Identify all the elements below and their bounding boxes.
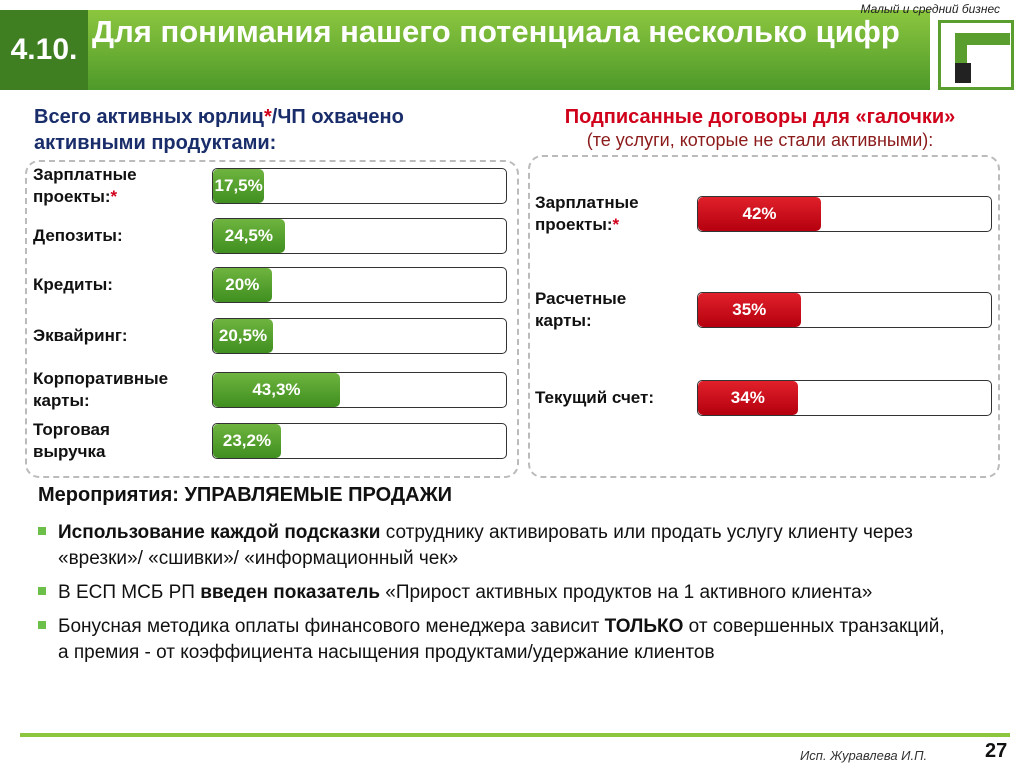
- row-label: Зарплатные проекты:*: [535, 192, 675, 236]
- text: /ЧП охвачено активными продуктами:: [34, 106, 404, 154]
- section-number: 4.10.: [0, 10, 88, 90]
- right-title: Подписанные договоры для «галочки»: [564, 106, 956, 128]
- header-band: [0, 10, 930, 90]
- logo: [938, 20, 1014, 90]
- slide-title: Для понимания нашего потенциала нескольк…: [92, 14, 900, 49]
- bullet-text: введен показатель: [200, 582, 381, 603]
- asterisk: *: [263, 106, 272, 128]
- rule: [20, 733, 1010, 737]
- bar-track: 20,5%: [212, 318, 507, 354]
- bullet-text: Бонусная методика оплаты финансового мен…: [58, 616, 605, 637]
- label-text: Эквайринг:: [33, 326, 128, 345]
- bar-track: 17,5%: [212, 168, 507, 204]
- bar-track: 23,2%: [212, 423, 507, 459]
- bullet-text: от совершенных транзакций, а премия - от…: [58, 616, 945, 663]
- row-label: Кредиты:: [33, 274, 183, 296]
- bullet: В ЕСП МСБ РП введен показатель «Прирост …: [36, 580, 956, 606]
- bar-fill: 43,3%: [213, 373, 340, 407]
- left-panel: [25, 160, 519, 478]
- row-label: Расчетные карты:: [535, 288, 675, 332]
- asterisk: *: [612, 215, 620, 234]
- label-text: Торговая выручка: [33, 420, 110, 461]
- bar-fill: 42%: [698, 197, 822, 231]
- bar-fill: 23,2%: [213, 424, 281, 458]
- bullet-text: В ЕСП МСБ РП: [58, 582, 201, 603]
- bar-fill: 24,5%: [213, 219, 285, 253]
- row-label: Текущий счет:: [535, 387, 675, 409]
- bar-fill: 17,5%: [213, 169, 265, 203]
- label-text: Зарплатные проекты:: [33, 165, 137, 206]
- row-label: Корпоративные карты:: [33, 368, 183, 412]
- bar-track: 43,3%: [212, 372, 507, 408]
- bar-track: 34%: [697, 380, 992, 416]
- bullet-text: сотруднику активировать или продать услу…: [58, 522, 913, 569]
- label-text: Текущий счет:: [535, 388, 655, 407]
- bar-track: 20%: [212, 267, 507, 303]
- label-text: Расчетные карты:: [535, 289, 627, 330]
- label-text: Депозиты:: [33, 226, 123, 245]
- bar-fill: 34%: [698, 381, 798, 415]
- row-label: Депозиты:: [33, 225, 183, 247]
- right-subtitle: (те услуги, которые не стали активными):: [586, 130, 934, 150]
- measures-title: Мероприятия: УПРАВЛЯЕМЫЕ ПРОДАЖИ: [38, 484, 453, 506]
- bullet-text: «Прирост активных продуктов на 1 активно…: [380, 582, 873, 603]
- bar-fill: 35%: [698, 293, 801, 327]
- author: Исп. Журавлева И.П.: [800, 748, 928, 763]
- right-panel: [528, 155, 1000, 478]
- tag: Малый и средний бизнес: [860, 2, 1000, 16]
- left-title: Всего активных юрлиц*/ЧП охвачено активн…: [34, 104, 494, 156]
- bar-track: 24,5%: [212, 218, 507, 254]
- bar-fill: 20%: [213, 268, 272, 302]
- bullet: Бонусная методика оплаты финансового мен…: [36, 614, 956, 666]
- bar-track: 35%: [697, 292, 992, 328]
- row-label: Зарплатные проекты:*: [33, 164, 183, 208]
- bar-track: 42%: [697, 196, 992, 232]
- bar-fill: 20,5%: [213, 319, 274, 353]
- text: Всего активных юрлиц: [34, 106, 264, 128]
- bullet-text: Использование каждой подсказки: [58, 522, 381, 543]
- page-number: 27: [985, 740, 1008, 762]
- asterisk: *: [110, 187, 118, 206]
- bullet-text: ТОЛЬКО: [604, 616, 684, 637]
- label-text: Зарплатные проекты:: [535, 193, 639, 234]
- label-text: Кредиты:: [33, 275, 113, 294]
- row-label: Торговая выручка: [33, 419, 183, 463]
- row-label: Эквайринг:: [33, 325, 183, 347]
- bullet: Использование каждой подсказки сотрудник…: [36, 520, 956, 572]
- bullets: Использование каждой подсказки сотрудник…: [36, 520, 956, 674]
- label-text: Корпоративные карты:: [33, 369, 169, 410]
